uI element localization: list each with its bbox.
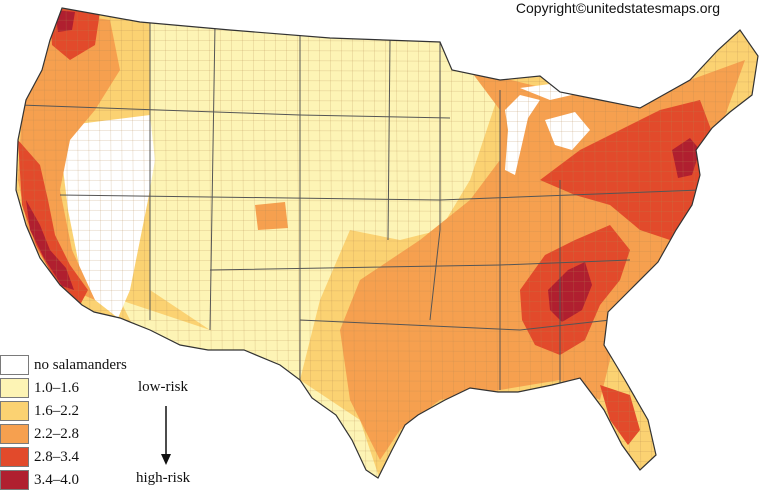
state-border-line (429, 42, 441, 321)
state-border-line (19, 104, 451, 119)
county-line (16, 159, 758, 163)
county-line (16, 269, 758, 273)
county-line (16, 169, 758, 173)
county-line (670, 8, 675, 478)
county-line (384, 8, 389, 478)
county-line (340, 8, 345, 478)
high-risk-region-florida (600, 385, 640, 445)
county-line (417, 8, 422, 478)
legend-swatch (0, 378, 29, 398)
no-salamander-region (62, 115, 155, 318)
state-border-line (299, 319, 611, 331)
legend-swatch (0, 355, 29, 375)
county-line (373, 8, 378, 478)
county-line (681, 8, 686, 478)
county-line (16, 129, 758, 133)
state-boundary-lines (19, 20, 701, 390)
legend-label: 1.6–2.2 (34, 402, 79, 419)
legend-label: 2.8–3.4 (34, 448, 79, 465)
county-line (16, 149, 758, 153)
state-border-line (59, 189, 701, 201)
great-lakes (505, 82, 590, 175)
legend-item-band-4: 2.8–3.4 (0, 446, 79, 468)
county-line (406, 8, 411, 478)
county-line (16, 109, 758, 113)
legend-label: 1.0–1.6 (34, 379, 79, 396)
high-risk-region-northeast (540, 100, 715, 240)
state-border-line (209, 24, 216, 331)
legend-item-no-salamanders: no salamanders (0, 354, 127, 376)
state-border-line (209, 259, 631, 271)
county-line (759, 0, 762, 492)
county-line (362, 8, 367, 478)
legend-label: no salamanders (34, 356, 127, 373)
county-line (351, 8, 356, 478)
legend-item-band-2: 1.6–2.2 (0, 400, 79, 422)
county-line (16, 119, 758, 123)
county-line (16, 139, 758, 143)
legend-item-band-1: 1.0–1.6 (0, 377, 79, 399)
legend-swatch (0, 447, 29, 467)
county-line (395, 8, 400, 478)
county-line (16, 199, 758, 203)
copyright-text: Copyright©unitedstatesmaps.org (515, 0, 720, 16)
very-high-risk-region-olympic (55, 10, 75, 32)
low-risk-region-plains (150, 20, 500, 478)
very-high-risk-region-appalachia (548, 262, 592, 322)
legend-item-band-3: 2.2–2.8 (0, 423, 79, 445)
legend-swatch (0, 401, 29, 421)
county-line (329, 8, 334, 478)
down-arrow-icon (161, 406, 171, 465)
legend-label: 2.2–2.8 (34, 425, 79, 442)
county-line (16, 209, 758, 213)
legend-label: 3.4–4.0 (34, 471, 79, 488)
high-risk-region-pacific (18, 140, 88, 305)
very-high-risk-region-california (26, 200, 74, 290)
very-high-risk-region-new-england (672, 138, 700, 178)
low-risk-region-southwest (120, 300, 250, 365)
high-risk-label: high-risk (136, 470, 191, 486)
legend-swatch (0, 470, 29, 490)
state-border-line (387, 39, 391, 241)
low-risk-label: low-risk (138, 379, 188, 395)
county-line (16, 179, 758, 183)
legend-swatch (0, 424, 29, 444)
county-line (16, 259, 758, 263)
mid-risk-region-colorado (255, 202, 288, 230)
county-line (16, 219, 758, 223)
county-line (16, 249, 758, 253)
legend-item-band-5: 3.4–4.0 (0, 469, 79, 491)
risk-legend: no salamanders 1.0–1.6 1.6–2.2 2.2–2.8 2… (0, 354, 230, 492)
county-line (16, 229, 758, 233)
county-line (16, 239, 758, 243)
county-line (16, 189, 758, 193)
